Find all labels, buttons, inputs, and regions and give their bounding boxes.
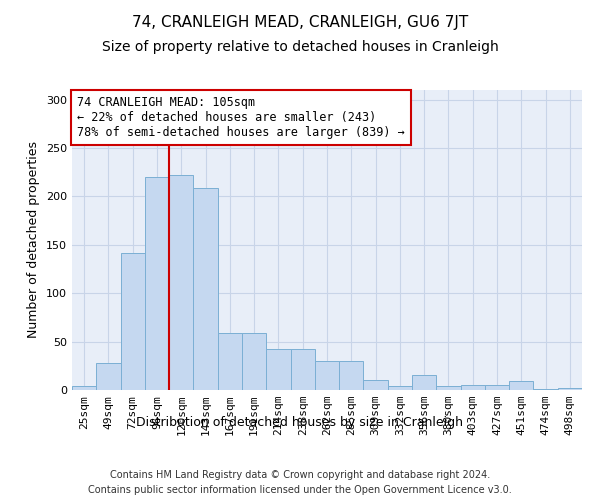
Bar [461,385,485,390]
Y-axis label: Number of detached properties: Number of detached properties [28,142,40,338]
Text: 74 CRANLEIGH MEAD: 105sqm
← 22% of detached houses are smaller (243)
78% of semi: 74 CRANLEIGH MEAD: 105sqm ← 22% of detac… [77,96,405,139]
Text: Distribution of detached houses by size in Cranleigh: Distribution of detached houses by size … [137,416,464,429]
Bar [169,175,193,390]
Bar [218,333,242,390]
Text: 74, CRANLEIGH MEAD, CRANLEIGH, GU6 7JT: 74, CRANLEIGH MEAD, CRANLEIGH, GU6 7JT [132,15,468,30]
Bar [242,333,266,390]
Bar [412,376,436,390]
Bar [339,361,364,390]
Text: Contains HM Land Registry data © Crown copyright and database right 2024.: Contains HM Land Registry data © Crown c… [110,470,490,480]
Bar [509,382,533,390]
Bar [121,252,145,390]
Bar [364,380,388,390]
Text: Contains public sector information licensed under the Open Government Licence v3: Contains public sector information licen… [88,485,512,495]
Bar [485,385,509,390]
Bar [96,363,121,390]
Bar [388,386,412,390]
Text: Size of property relative to detached houses in Cranleigh: Size of property relative to detached ho… [101,40,499,54]
Bar [436,386,461,390]
Bar [533,389,558,390]
Bar [193,188,218,390]
Bar [315,361,339,390]
Bar [558,388,582,390]
Bar [266,350,290,390]
Bar [72,386,96,390]
Bar [290,350,315,390]
Bar [145,177,169,390]
